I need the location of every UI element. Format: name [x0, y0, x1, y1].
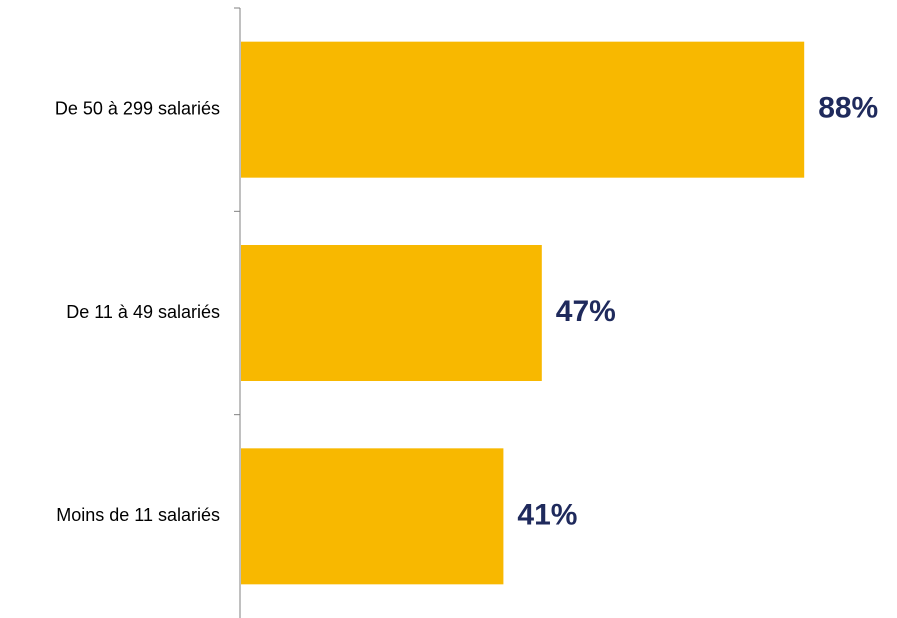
value-label: 88% — [818, 92, 878, 125]
category-label: Moins de 11 salariés — [56, 505, 220, 525]
bar — [241, 245, 542, 381]
category-label: De 11 à 49 salariés — [66, 302, 220, 322]
value-label: 41% — [517, 498, 577, 531]
value-label: 47% — [556, 295, 616, 328]
bar — [241, 41, 805, 178]
bar — [241, 448, 504, 585]
category-label: De 50 à 299 salariés — [55, 98, 220, 118]
